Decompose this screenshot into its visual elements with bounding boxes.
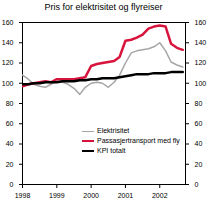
svg-text:160: 160 bbox=[2, 19, 14, 26]
svg-text:140: 140 bbox=[2, 39, 14, 46]
svg-text:0: 0 bbox=[10, 181, 14, 188]
svg-text:2001: 2001 bbox=[118, 192, 134, 199]
svg-text:60: 60 bbox=[195, 120, 203, 127]
svg-text:60: 60 bbox=[6, 120, 14, 127]
svg-text:160: 160 bbox=[195, 19, 207, 26]
svg-text:80: 80 bbox=[6, 100, 14, 107]
html-text:KPI totalt: KPI totalt bbox=[97, 147, 126, 154]
svg-text:140: 140 bbox=[195, 39, 207, 46]
html-text:Passasjertransport med fly: Passasjertransport med fly bbox=[97, 137, 180, 144]
svg-text:20: 20 bbox=[6, 160, 14, 167]
svg-text:20: 20 bbox=[195, 160, 203, 167]
svg-text:0: 0 bbox=[195, 181, 199, 188]
svg-text:100: 100 bbox=[2, 79, 14, 86]
svg-text:80: 80 bbox=[195, 100, 203, 107]
svg-text:40: 40 bbox=[195, 140, 203, 147]
svg-text:100: 100 bbox=[195, 79, 207, 86]
svg-text:120: 120 bbox=[2, 59, 14, 66]
svg-text:2000: 2000 bbox=[83, 192, 99, 199]
svg-text:2002: 2002 bbox=[152, 192, 168, 199]
html-text:Elektrisitet: Elektrisitet bbox=[97, 127, 130, 134]
svg-text:120: 120 bbox=[195, 59, 207, 66]
svg-text:1998: 1998 bbox=[15, 192, 31, 199]
svg-text:40: 40 bbox=[6, 140, 14, 147]
html-text:Pris for elektrisitet og flyre: Pris for elektrisitet og flyreiser bbox=[44, 2, 163, 12]
svg-text:1999: 1999 bbox=[49, 192, 65, 199]
